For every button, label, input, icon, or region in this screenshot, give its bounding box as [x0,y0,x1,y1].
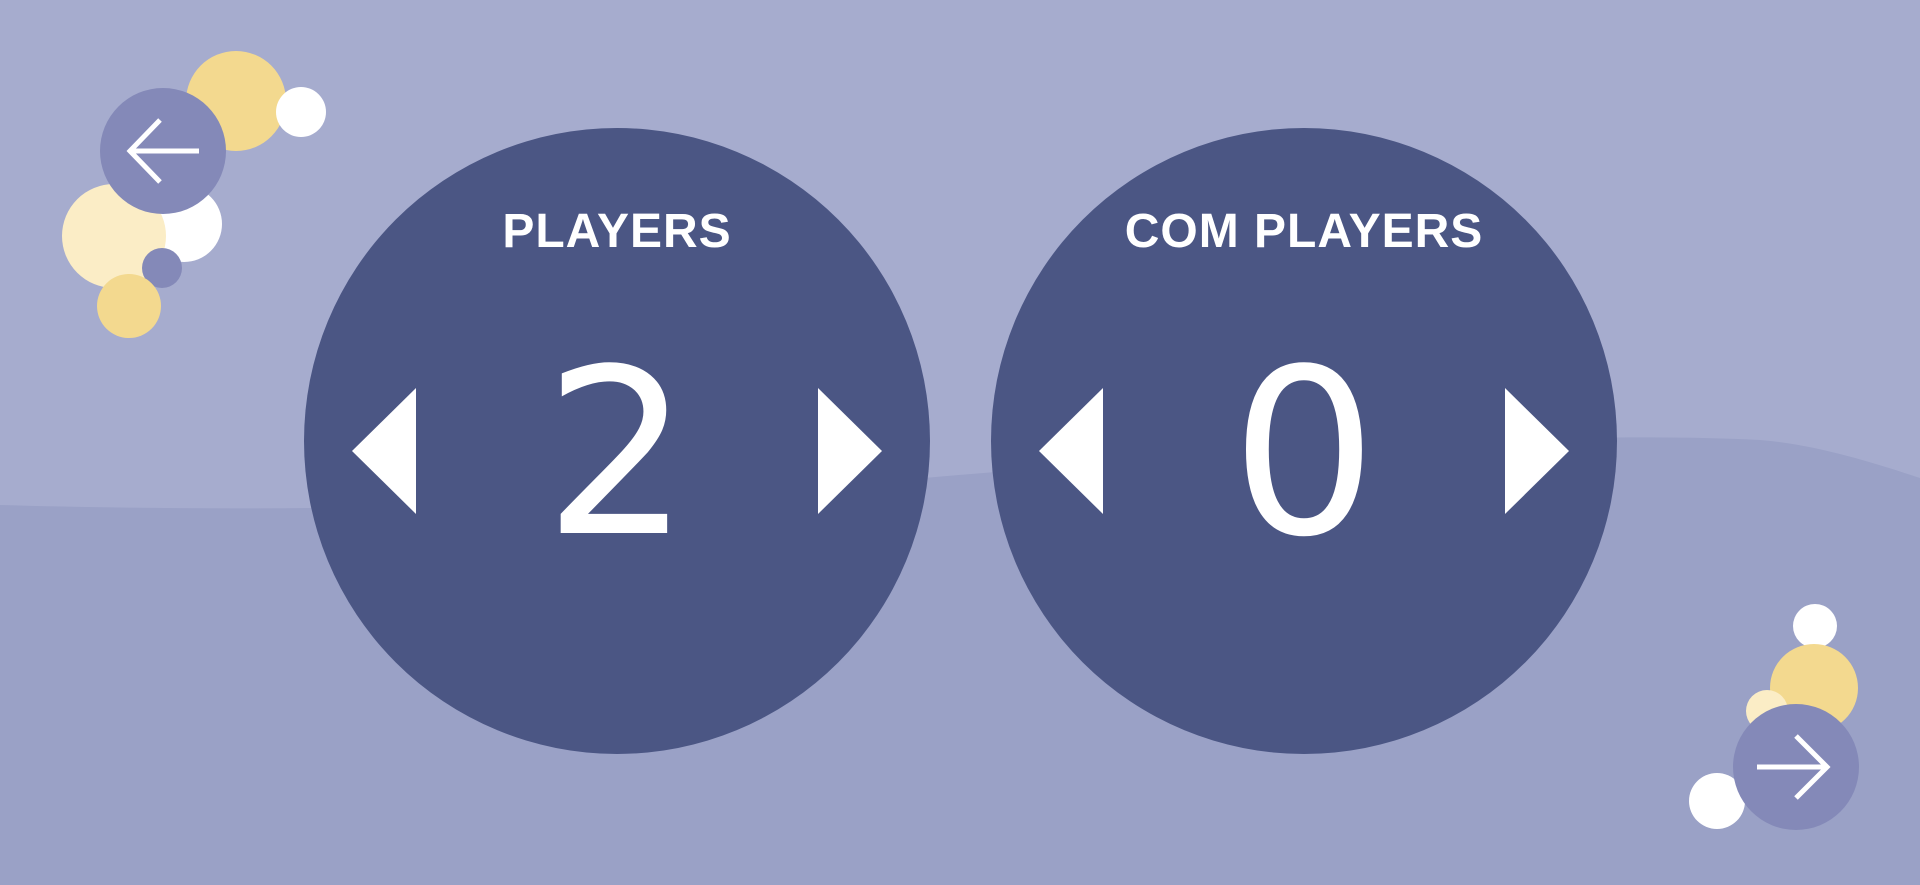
players-decrease-button[interactable] [352,388,416,514]
triangle-right-icon [1505,388,1569,514]
decor-bubble-white-small [276,87,326,137]
triangle-right-icon [818,388,882,514]
arrow-left-icon [126,118,199,184]
players-increase-button[interactable] [818,388,882,514]
decor-bubble-white-top-right [1793,604,1837,648]
players-count: 2 [543,321,691,588]
players-panel: PLAYERS 2 [304,128,930,754]
players-title: PLAYERS [502,205,732,258]
back-button[interactable] [100,88,226,214]
com-players-increase-button[interactable] [1505,388,1569,514]
decor-bubble-yellow-bottom [97,274,161,338]
com-players-title: COM PLAYERS [1124,205,1484,258]
com-players-decrease-button[interactable] [1039,388,1103,514]
triangle-left-icon [1039,388,1103,514]
com-players-panel: COM PLAYERS 0 [991,128,1617,754]
next-button[interactable] [1733,704,1859,830]
arrow-right-icon [1757,734,1831,800]
com-players-count: 0 [1230,321,1378,588]
triangle-left-icon [352,388,416,514]
